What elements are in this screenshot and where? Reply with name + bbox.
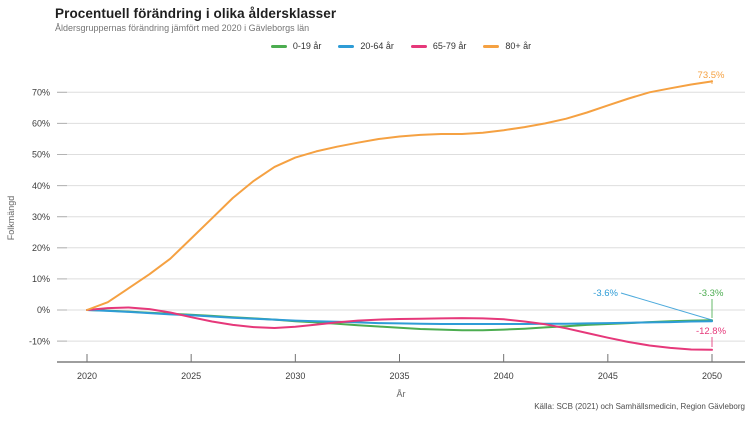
legend-item-20-64: 20-64 år bbox=[338, 41, 394, 51]
x-tick-label: 2020 bbox=[77, 371, 97, 381]
legend-swatch-20-64 bbox=[338, 44, 355, 48]
y-tick-label: 0% bbox=[37, 305, 50, 315]
end-label-leader-20-64 bbox=[620, 292, 713, 321]
series-line-65-79 bbox=[86, 306, 713, 351]
end-label-80plus: 73.5% bbox=[698, 70, 725, 81]
source-note: Källa: SCB (2021) och Samhällsmedicin, R… bbox=[534, 402, 745, 411]
chart-legend: 0-19 år 20-64 år 65-79 år 80+ år bbox=[57, 39, 745, 53]
gridlines bbox=[57, 91, 745, 342]
legend-item-80plus: 80+ år bbox=[483, 41, 531, 51]
series-lines bbox=[86, 80, 713, 351]
y-tick-label: 30% bbox=[32, 212, 50, 222]
y-tick-label: 50% bbox=[32, 150, 50, 160]
chart-subtitle: Åldersgruppernas förändring jämfört med … bbox=[55, 23, 310, 33]
series-line-20-64 bbox=[86, 309, 713, 325]
legend-swatch-65-79 bbox=[410, 44, 427, 48]
y-tick-label: 10% bbox=[32, 274, 50, 284]
series-end-labels: -3.3% -3.6% -12.8% 73.5% bbox=[593, 70, 727, 347]
y-axis-title: Folkmängd bbox=[6, 196, 16, 241]
end-label-0-19: -3.3% bbox=[699, 288, 724, 299]
legend-swatch-80plus bbox=[483, 44, 500, 48]
series-line-0-19 bbox=[86, 309, 713, 332]
chart-title: Procentuell förändring i olika ålderskla… bbox=[55, 6, 337, 21]
x-tick-label: 2045 bbox=[598, 371, 618, 381]
legend-item-label: 65-79 år bbox=[432, 41, 467, 51]
y-tick-label: 60% bbox=[32, 119, 50, 129]
legend-item-label: 20-64 år bbox=[360, 41, 394, 51]
x-tick-label: 2025 bbox=[181, 371, 201, 381]
y-tick-label: 70% bbox=[32, 88, 50, 98]
x-tick-label: 2040 bbox=[494, 371, 514, 381]
y-tick-label: -10% bbox=[29, 336, 50, 346]
x-tick-label: 2035 bbox=[389, 371, 409, 381]
legend-item-0-19: 0-19 år bbox=[270, 41, 322, 51]
x-tick-label: 2030 bbox=[285, 371, 305, 381]
y-tick-label: 20% bbox=[32, 243, 50, 253]
y-tick-label: 40% bbox=[32, 181, 50, 191]
axes: 70% 60% 50% 40% 30% 20% 10% 0% -10% 2020 2025 2030 2… bbox=[29, 88, 745, 381]
legend-item-65-79: 65-79 år bbox=[410, 41, 467, 51]
legend-item-label: 80+ år bbox=[505, 41, 532, 51]
legend-item-label: 0-19 år bbox=[292, 41, 322, 51]
legend-swatch-0-19 bbox=[270, 44, 287, 48]
x-axis-title: År bbox=[397, 389, 406, 399]
series-line-80plus bbox=[86, 80, 713, 311]
x-tick-label: 2050 bbox=[702, 371, 722, 381]
end-label-65-79: -12.8% bbox=[696, 326, 727, 337]
end-label-20-64: -3.6% bbox=[593, 288, 618, 299]
